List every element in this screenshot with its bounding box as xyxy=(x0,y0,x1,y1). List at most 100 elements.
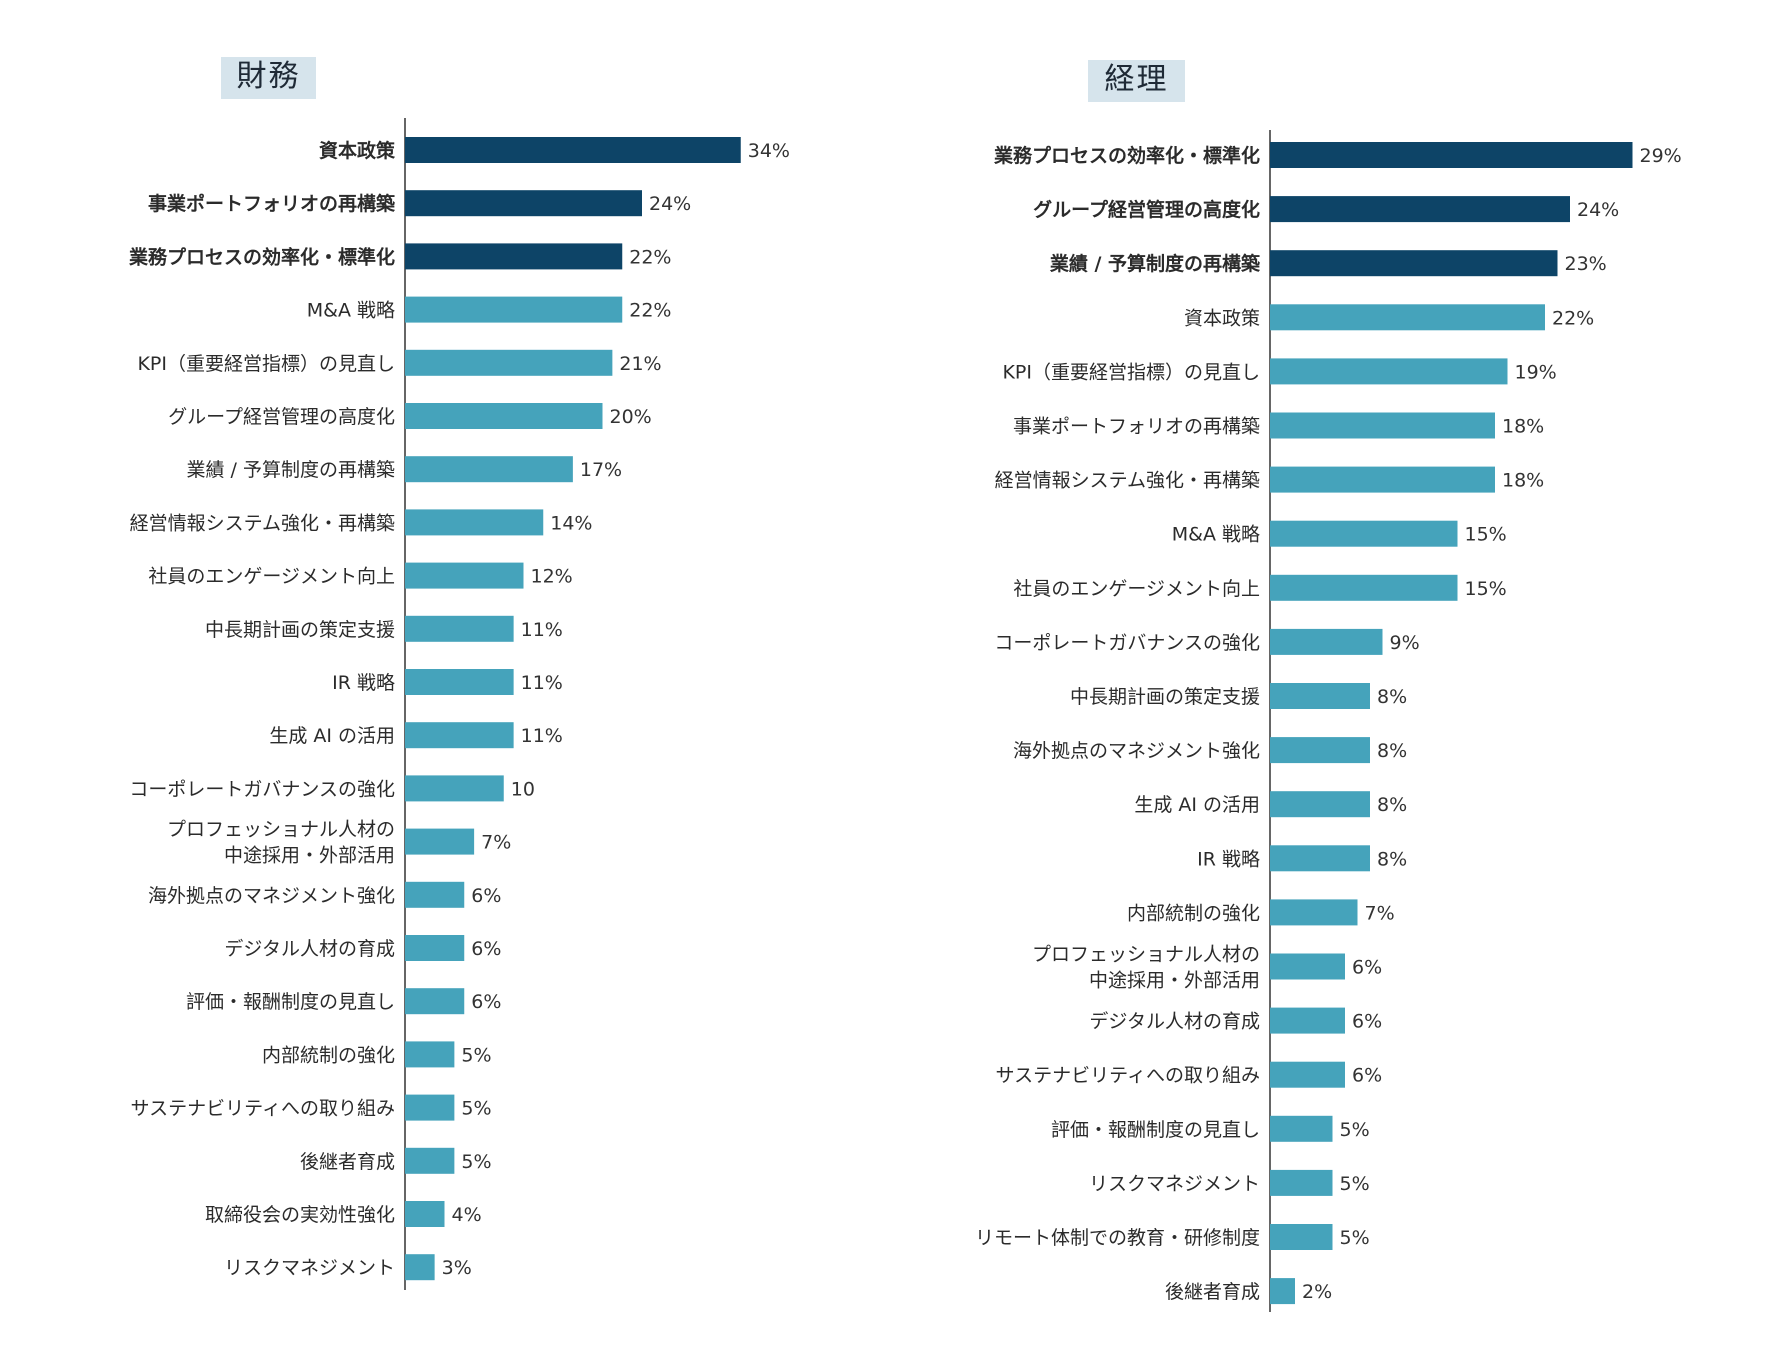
value-label: 8% xyxy=(1377,848,1407,870)
value-label: 5% xyxy=(1340,1227,1370,1249)
category-label: デジタル人材の育成 xyxy=(224,938,395,960)
bar xyxy=(1270,574,1458,601)
category-label: コーポレートガバナンスの強化 xyxy=(129,778,395,800)
bar xyxy=(405,456,573,483)
value-label: 15% xyxy=(1465,524,1507,546)
value-label: 17% xyxy=(580,459,622,481)
bar xyxy=(405,296,623,323)
value-label: 24% xyxy=(1577,199,1619,221)
value-label: 6% xyxy=(471,938,501,960)
bar xyxy=(405,775,504,802)
bar xyxy=(1270,358,1508,385)
bar xyxy=(405,1041,455,1068)
category-label: 後継者育成 xyxy=(300,1151,395,1173)
category-label: 資本政策 xyxy=(1184,307,1260,329)
category-label: リスクマネジメント xyxy=(224,1257,395,1279)
bar xyxy=(405,828,475,855)
category-label: 経営情報システム強化・再構築 xyxy=(995,470,1260,492)
bar xyxy=(405,562,524,589)
value-label: 6% xyxy=(1352,1065,1382,1087)
category-label: 中長期計画の策定支援 xyxy=(1070,686,1260,708)
value-label: 10 xyxy=(511,778,535,800)
value-label: 19% xyxy=(1515,361,1557,383)
value-label: 7% xyxy=(1365,902,1395,924)
bar xyxy=(1270,953,1345,980)
value-label: 22% xyxy=(1552,307,1594,329)
category-label: KPI（重要経営指標）の見直し xyxy=(137,353,395,375)
value-label: 4% xyxy=(452,1204,482,1226)
value-label: 5% xyxy=(1340,1173,1370,1195)
bar xyxy=(405,137,741,163)
value-label: 11% xyxy=(521,619,563,641)
finance-title: 財務 xyxy=(221,57,316,99)
finance-bar-chart: 34% 資本政策 24% 事業ポートフォリオの再構築 22% 業務プロセスの効率化・標準化… xyxy=(128,118,790,1290)
bar xyxy=(405,403,603,429)
category-label: 事業ポートフォリオの再構築 xyxy=(148,192,396,215)
value-label: 5% xyxy=(461,1098,491,1120)
value-label: 3% xyxy=(442,1257,472,1279)
value-label: 9% xyxy=(1390,632,1420,654)
category-label: 生成 AI の活用 xyxy=(269,725,395,747)
category-label: 業績 / 予算制度の再構築 xyxy=(187,459,395,481)
bar xyxy=(405,615,514,642)
bar xyxy=(1270,1278,1295,1305)
bar xyxy=(1270,412,1495,439)
bar xyxy=(1270,304,1545,331)
value-label: 12% xyxy=(531,566,573,588)
value-label: 18% xyxy=(1502,416,1544,438)
category-label: 内部統制の強化 xyxy=(1127,902,1260,924)
category-label: 後継者育成 xyxy=(1165,1281,1260,1303)
category-label: 資本政策 xyxy=(319,139,396,162)
bar xyxy=(1270,250,1558,277)
bar xyxy=(405,935,465,961)
value-label: 18% xyxy=(1502,470,1544,492)
value-label: 24% xyxy=(649,193,691,215)
bar xyxy=(405,1094,455,1121)
bar xyxy=(1270,196,1570,223)
bar xyxy=(1270,1115,1333,1142)
value-label: 14% xyxy=(550,512,592,534)
bar xyxy=(405,1147,455,1174)
value-label: 22% xyxy=(629,300,671,322)
category-label: 評価・報酬制度の見直し xyxy=(186,991,395,1013)
bar xyxy=(1270,683,1370,709)
category-label: IR 戦略 xyxy=(332,672,395,694)
bar xyxy=(1270,628,1383,655)
bar xyxy=(1270,1061,1345,1088)
category-label: 生成 AI の活用 xyxy=(1134,794,1260,816)
category-label: M&A 戦略 xyxy=(307,300,395,322)
value-label: 7% xyxy=(481,832,511,854)
bar xyxy=(405,190,642,217)
bar xyxy=(1270,899,1358,926)
value-label: 8% xyxy=(1377,686,1407,708)
category-label: 業務プロセスの効率化・標準化 xyxy=(128,245,395,268)
value-label: 5% xyxy=(461,1151,491,1173)
value-label: 11% xyxy=(521,725,563,747)
bar xyxy=(1270,1224,1333,1250)
value-label: 34% xyxy=(748,140,790,162)
category-label: 経営情報システム強化・再構築 xyxy=(130,512,395,534)
value-label: 6% xyxy=(471,991,501,1013)
category-label: グループ経営管理の高度化 xyxy=(168,406,395,428)
category-label: 社員のエンゲージメント向上 xyxy=(1013,578,1260,600)
value-label: 8% xyxy=(1377,740,1407,762)
category-label: デジタル人材の育成 xyxy=(1089,1011,1260,1033)
bar xyxy=(1270,466,1495,493)
bar xyxy=(405,349,613,376)
value-label: 11% xyxy=(521,672,563,694)
category-label: コーポレートガバナンスの強化 xyxy=(994,632,1260,654)
category-label: 海外拠点のマネジメント強化 xyxy=(148,885,395,907)
bar xyxy=(405,509,544,536)
bar xyxy=(405,881,465,908)
category-label: IR 戦略 xyxy=(1197,848,1260,870)
bar xyxy=(1270,791,1370,818)
category-label: KPI（重要経営指標）の見直し xyxy=(1002,361,1260,383)
value-label: 15% xyxy=(1465,578,1507,600)
category-label: 業務プロセスの効率化・標準化 xyxy=(993,144,1260,167)
bar xyxy=(1270,142,1633,168)
category-label: プロフェッショナル人材の中途採用・外部活用 xyxy=(167,819,395,867)
value-label: 2% xyxy=(1302,1281,1332,1303)
bar xyxy=(1270,1007,1345,1034)
bar xyxy=(405,669,514,695)
